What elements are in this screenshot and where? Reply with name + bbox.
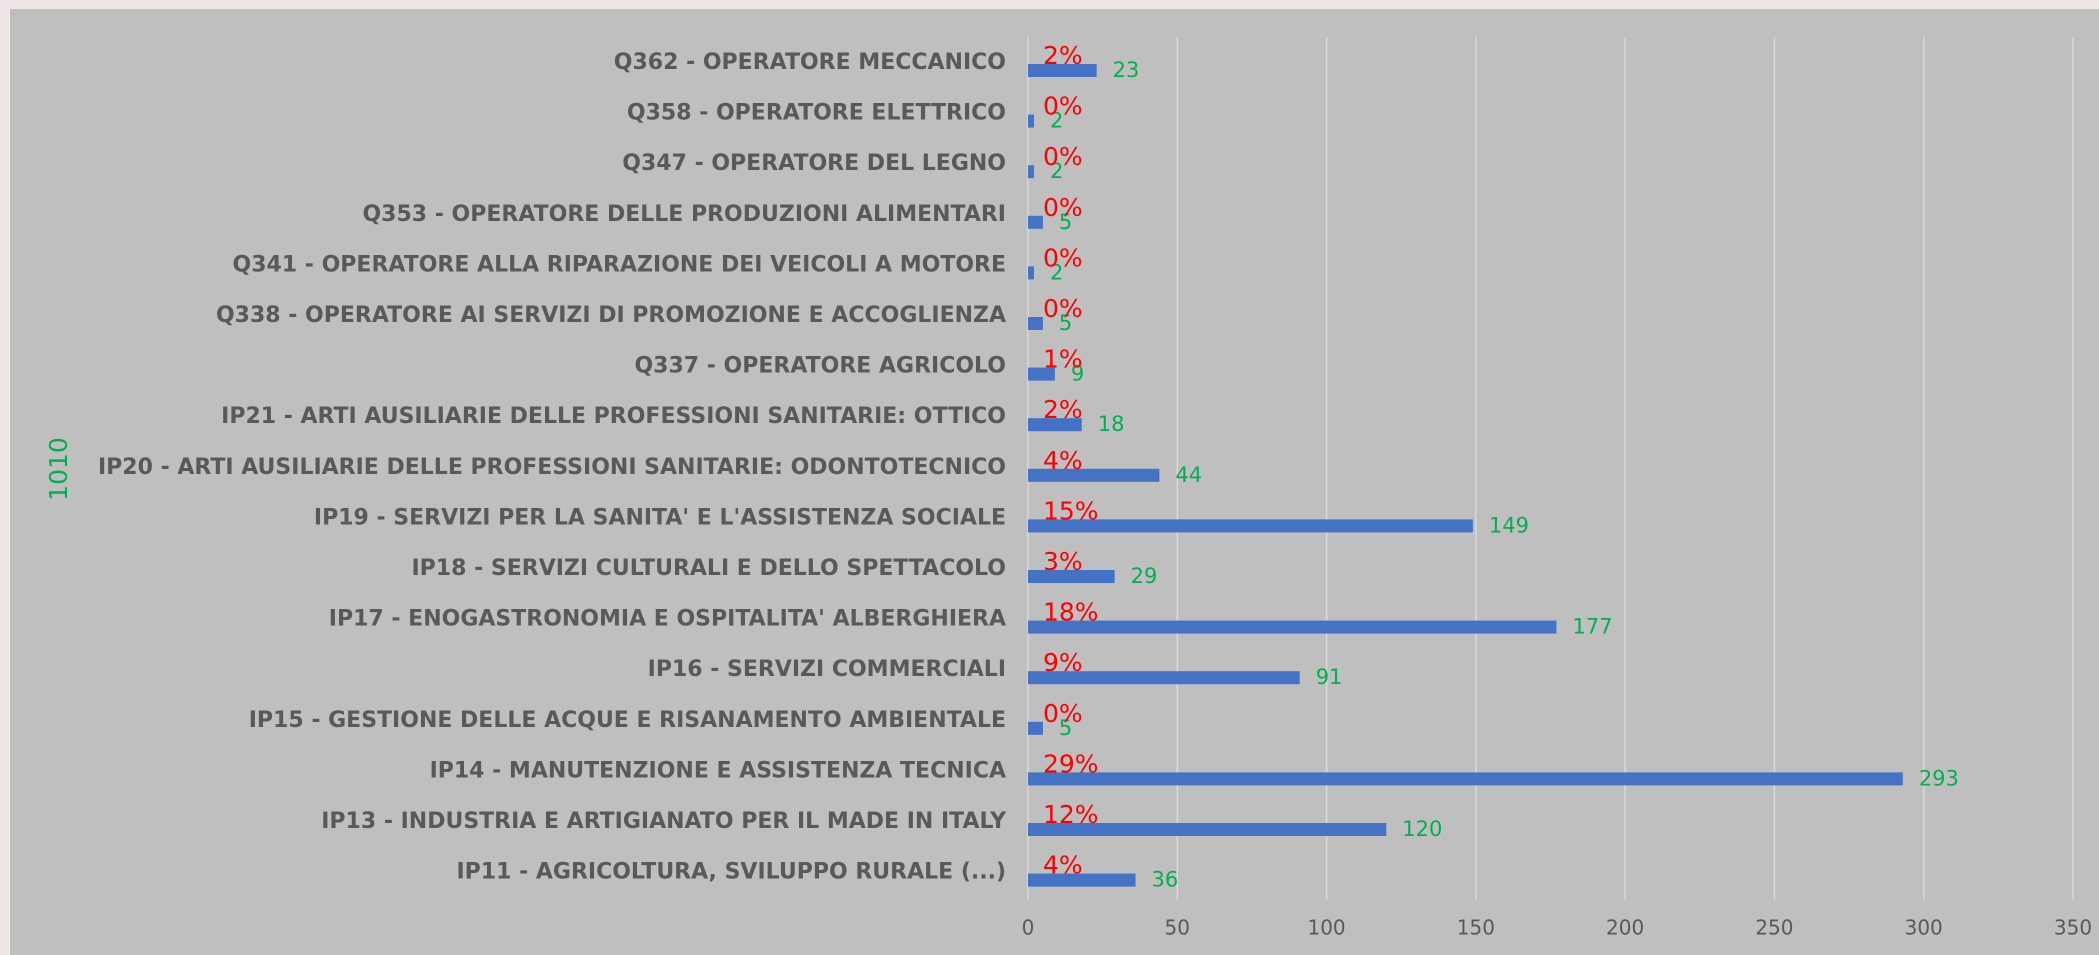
y-tick-label: IP18 - SERVIZI CULTURALI E DELLO SPETTAC… (412, 556, 1007, 581)
y-tick-label: IP13 - INDUSTRIA E ARTIGIANATO PER IL MA… (321, 809, 1007, 834)
y-tick-label: Q347 - OPERATORE DEL LEGNO (622, 151, 1006, 176)
y-tick-label: Q353 - OPERATORE DELLE PRODUZIONI ALIMEN… (362, 202, 1006, 227)
percent-label: 0% (1043, 193, 1083, 222)
value-label: 2 (1050, 159, 1063, 183)
y-tick-label: Q338 - OPERATORE AI SERVIZI DI PROMOZION… (216, 303, 1006, 328)
x-tick-label: 350 (2054, 916, 2092, 940)
value-label: 293 (1919, 766, 1959, 790)
bar (1028, 570, 1115, 583)
y-tick-label: IP20 - ARTI AUSILIARIE DELLE PROFESSIONI… (98, 455, 1006, 480)
bar (1028, 873, 1136, 887)
value-label: 5 (1059, 210, 1072, 234)
percent-label: 0% (1043, 142, 1083, 171)
bar (1028, 721, 1043, 735)
value-label: 149 (1489, 513, 1529, 537)
value-label: 5 (1059, 311, 1072, 335)
chart-area (10, 9, 2099, 955)
value-label: 2 (1050, 109, 1063, 133)
y-tick-label: IP14 - MANUTENZIONE E ASSISTENZA TECNICA (430, 758, 1006, 783)
value-label: 29 (1131, 564, 1158, 588)
y-tick-label: Q337 - OPERATORE AGRICOLO (634, 354, 1006, 379)
y-tick-label: Q358 - OPERATORE ELETTRICO (627, 101, 1006, 126)
value-label: 9 (1071, 362, 1084, 386)
y-tick-label: IP11 - AGRICOLTURA, SVILUPPO RURALE (...… (457, 860, 1007, 885)
bar (1028, 772, 1903, 786)
x-tick-label: 300 (1905, 916, 1943, 940)
y-tick-label: Q341 - OPERATORE ALLA RIPARAZIONE DEI VE… (233, 252, 1006, 277)
x-tick-label: 250 (1755, 916, 1793, 940)
value-label: 23 (1113, 58, 1140, 82)
x-tick-label: 200 (1606, 916, 1644, 940)
bar (1028, 823, 1387, 836)
percent-label: 0% (1043, 699, 1083, 728)
bar (1028, 317, 1043, 330)
value-label: 44 (1175, 463, 1202, 487)
value-label: 91 (1316, 665, 1343, 689)
y-tick-label: IP17 - ENOGASTRONOMIA E OSPITALITA' ALBE… (329, 607, 1006, 632)
value-label: 2 (1050, 260, 1063, 284)
y-tick-label: IP21 - ARTI AUSILIARIE DELLE PROFESSIONI… (221, 404, 1006, 429)
percent-label: 0% (1043, 92, 1083, 121)
bar (1028, 468, 1160, 482)
x-tick-label: 150 (1457, 916, 1495, 940)
value-label: 18 (1098, 412, 1125, 436)
bar (1028, 266, 1034, 280)
bar (1028, 620, 1557, 634)
y-tick-label: Q362 - OPERATORE MECCANICO (614, 50, 1006, 75)
bar (1028, 519, 1473, 533)
bar (1028, 114, 1034, 128)
percent-label: 29% (1043, 749, 1099, 778)
bar (1028, 367, 1055, 381)
percent-label: 12% (1043, 800, 1099, 829)
bar (1028, 215, 1043, 229)
percent-label: 9% (1043, 648, 1083, 677)
percent-label: 15% (1043, 496, 1099, 525)
y-tick-label: IP15 - GESTIONE DELLE ACQUE E RISANAMENT… (249, 708, 1006, 733)
x-tick-label: 50 (1165, 916, 1190, 940)
percent-label: 1% (1043, 345, 1083, 374)
percent-label: 2% (1043, 395, 1083, 424)
y-axis-label: 1010 (44, 437, 73, 501)
percent-label: 4% (1043, 446, 1083, 475)
percent-label: 3% (1043, 547, 1083, 576)
x-tick-label: 0 (1022, 916, 1035, 940)
bar (1028, 671, 1300, 685)
percent-label: 0% (1043, 243, 1083, 272)
value-label: 120 (1402, 817, 1442, 841)
percent-label: 18% (1043, 598, 1099, 627)
bar (1028, 64, 1097, 77)
y-tick-label: IP19 - SERVIZI PER LA SANITA' E L'ASSIST… (314, 505, 1006, 530)
bar (1028, 165, 1034, 179)
bar (1028, 418, 1082, 432)
value-label: 5 (1059, 716, 1072, 740)
x-tick-label: 100 (1307, 916, 1345, 940)
percent-label: 4% (1043, 851, 1083, 880)
percent-label: 2% (1043, 41, 1083, 70)
y-tick-label: IP16 - SERVIZI COMMERCIALI (648, 657, 1006, 682)
value-label: 177 (1572, 615, 1612, 639)
percent-label: 0% (1043, 294, 1083, 323)
value-label: 36 (1151, 868, 1178, 892)
